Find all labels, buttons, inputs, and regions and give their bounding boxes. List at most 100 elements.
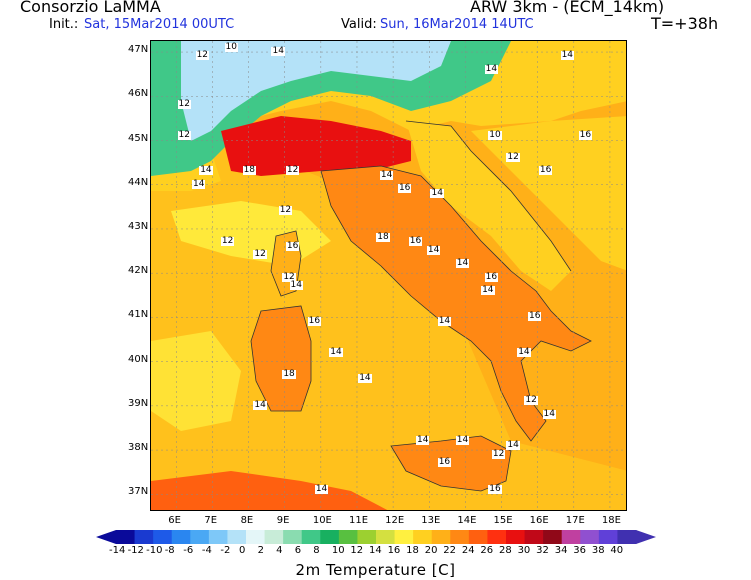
colorbar-swatch [227,530,247,544]
colorbar-tick-label: -6 [183,545,194,556]
temperature-value-label: 16 [437,457,452,468]
lon-tick-label: 10E [312,515,332,526]
temperature-value-label: 16 [484,271,499,282]
temperature-value-label: 12 [282,271,296,282]
colorbar-tick-label: 32 [536,545,549,556]
colorbar-tick-label: 34 [554,545,568,556]
temperature-value-label: 18 [376,231,390,242]
lon-tick-label: 7E [204,515,218,526]
colorbar-title: 2m Temperature [C] [295,561,456,579]
colorbar-tick-label: 20 [424,545,438,556]
temperature-value-label: 14 [358,373,372,384]
temperature-value-label: 14 [430,187,444,198]
temperature-map: 12 10 14 14 14 12 12 10 16 12 16 14 14 18 12 14 16 14 12 12… [150,40,627,511]
temperature-value-label: 14 [455,258,470,269]
lon-tick-label: 11E [348,515,369,526]
temperature-value-label: 16 [488,483,502,494]
colorbar-tick-label: 0 [239,545,246,556]
lat-tick-label: 38N [128,442,149,454]
temperature-value-label: 12 [506,152,520,163]
temperature-value-label: 14 [542,408,556,419]
colorbar-tick-label: 30 [517,545,531,556]
colorbar-tick-label: 40 [610,545,624,556]
colorbar-swatch [246,530,266,544]
colorbar-swatch [320,530,340,544]
colorbar-swatch [134,530,154,544]
colorbar-swatch [171,530,191,544]
colorbar-tick-label: 36 [573,545,587,556]
colorbar-tick-label: 12 [350,545,364,556]
temperature-value-label: 10 [224,41,238,52]
colorbar-swatch [617,530,637,544]
org-title: Consorzio LaMMA [20,0,161,16]
lat-tick-label: 43N [128,220,149,232]
colorbar-swatch [468,530,488,544]
africa-coast [151,471,388,510]
colorbar-swatch [561,530,581,544]
temperature-value-label: 16 [408,236,423,247]
colorbar-swatch [153,530,173,544]
colorbar-swatch [450,530,470,544]
temperature-value-label: 14 [481,284,495,295]
temperature-value-label: 16 [285,240,300,251]
colorbar-tick-label: -8 [164,545,175,556]
adriatic-sea [406,121,571,291]
temperature-value-label: 18 [242,165,257,176]
colorbar-tick-label: 4 [276,545,283,556]
colorbar-swatch [208,530,228,544]
lon-tick-label: 18E [601,515,621,526]
colorbar-swatch [598,530,618,544]
lon-tick-label: 17E [565,515,585,526]
lon-tick-label: 12E [385,515,405,526]
temperature-value-label: 12 [177,99,191,110]
temperature-value-label: 14 [253,399,267,410]
lon-tick-label: 14E [457,515,477,526]
temperature-value-label: 16 [528,311,542,322]
temperature-value-label: 14 [560,50,575,61]
temperature-value-label: 18 [282,368,296,379]
temperature-value-label: 14 [329,346,343,357]
colorbar-swatch [506,530,526,544]
colorbar-swatch [116,530,136,544]
colorbar-swatch [431,530,451,544]
temperature-value-label: 14 [455,435,470,446]
temperature-value-label: 14 [314,483,329,494]
valid-value: Sun, 16Mar2014 14UTC [380,17,534,32]
colorbar-tick-label: 28 [499,545,512,556]
colorbar-tick-label: -2 [220,545,231,556]
po-valley [221,116,411,176]
temperature-value-label: 12 [220,236,235,247]
colorbar-swatch [376,530,396,544]
colorbar-tick-label: 14 [369,545,382,556]
temperature-value-label: 12 [278,205,293,216]
temperature-value-label: 12 [285,165,300,176]
cool-sea-patch [151,331,241,431]
temperature-value-label: 16 [538,165,553,176]
lat-tick-label: 37N [128,486,149,498]
colorbar-swatch [413,530,433,544]
colorbar-swatch [301,530,321,544]
temperature-value-label: 12 [177,130,191,141]
lon-tick-label: 13E [421,515,441,526]
temperature-value-label: 14 [517,346,531,357]
colorbar-tick-label: 16 [387,545,401,556]
sardinia [251,306,311,411]
colorbar-swatch [394,530,414,544]
temperature-value-label: 12 [195,50,210,61]
temperature-value-label: 14 [484,63,499,74]
colorbar-swatch [543,530,563,544]
valid-label: Valid: [341,17,377,32]
temperature-value-label: 16 [578,130,593,141]
colorbar-max-arrow [636,530,656,544]
colorbar-tick-label: 26 [480,545,494,556]
lat-tick-label: 42N [128,265,149,277]
lon-tick-label: 15E [493,515,513,526]
colorbar-swatch [283,530,303,544]
temperature-value-label: 14 [506,439,520,450]
lat-tick-label: 41N [128,309,149,321]
colorbar-swatch [524,530,544,544]
model-title: ARW 3km - (ECM_14km) [470,0,665,16]
lon-tick-label: 9E [276,515,290,526]
lat-tick-label: 47N [128,44,149,56]
temperature-value-label: 14 [289,280,303,291]
